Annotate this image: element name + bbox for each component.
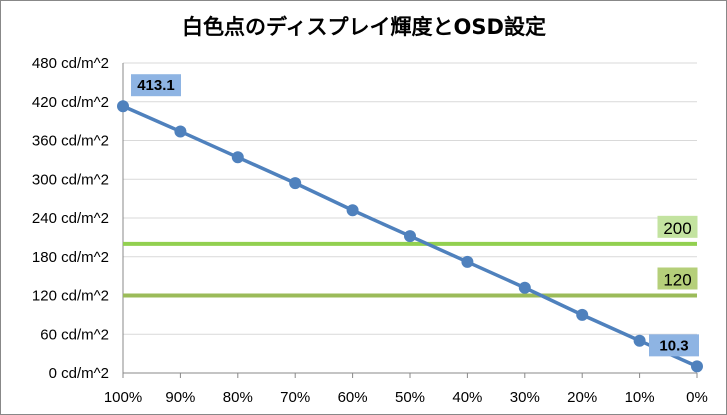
data-label-box xyxy=(131,74,181,97)
x-tick-label: 10% xyxy=(625,389,655,406)
reference-label: 120 xyxy=(663,271,691,290)
data-point xyxy=(117,100,129,113)
data-label: 10.3 xyxy=(659,337,688,354)
x-tick-label: 60% xyxy=(338,389,368,406)
series-layer xyxy=(117,100,703,373)
data-labels: 413.1 10.3 xyxy=(131,74,699,357)
reference-lines: 200 120 xyxy=(123,215,698,298)
data-point xyxy=(518,281,531,294)
data-point xyxy=(231,151,244,164)
data-point xyxy=(404,230,416,243)
y-tick-label: 480 cd/m^2 xyxy=(32,55,109,72)
y-axis-ticks: 0 cd/m^2 60 cd/m^2 120 cd/m^2 180 cd/m^2 240… xyxy=(32,55,109,382)
data-point xyxy=(633,334,646,347)
y-tick-label: 120 cd/m^2 xyxy=(32,288,109,305)
data-label-box xyxy=(649,334,699,357)
chart-title: 白色点のディスプレイ輝度とOSD設定 xyxy=(182,15,546,39)
data-point xyxy=(691,360,703,373)
data-label: 413.1 xyxy=(137,77,175,94)
y-tick-label: 420 cd/m^2 xyxy=(32,94,109,111)
x-tick-label: 100% xyxy=(104,389,142,406)
y-tick-label: 240 cd/m^2 xyxy=(32,210,109,227)
data-point xyxy=(346,204,359,217)
y-tick-label: 300 cd/m^2 xyxy=(32,171,109,188)
data-point xyxy=(461,255,474,268)
x-tick-label: 90% xyxy=(165,389,195,406)
x-tick-label: 40% xyxy=(452,389,482,406)
x-tick-label: 20% xyxy=(567,389,597,406)
y-tick-label: 0 cd/m^2 xyxy=(49,365,109,382)
data-point xyxy=(174,125,187,138)
x-tick-label: 70% xyxy=(280,389,310,406)
reference-label-box xyxy=(657,267,698,290)
x-tick-label: 80% xyxy=(223,389,253,406)
x-tick-label: 50% xyxy=(395,389,425,406)
reference-label-box xyxy=(657,215,698,238)
y-tick-label: 60 cd/m^2 xyxy=(40,326,109,343)
y-tick-label: 360 cd/m^2 xyxy=(32,133,109,150)
x-tick-label: 0% xyxy=(686,389,708,406)
x-axis-ticks: 100% 90% 80% 70% 60% 50% 40% 30% 20% 10% 0% xyxy=(104,373,708,406)
data-point xyxy=(289,177,302,190)
y-tick-label: 180 cd/m^2 xyxy=(32,249,109,266)
axes xyxy=(122,63,697,374)
reference-label: 200 xyxy=(663,219,691,238)
data-point xyxy=(576,308,589,321)
x-tick-label: 30% xyxy=(510,389,540,406)
